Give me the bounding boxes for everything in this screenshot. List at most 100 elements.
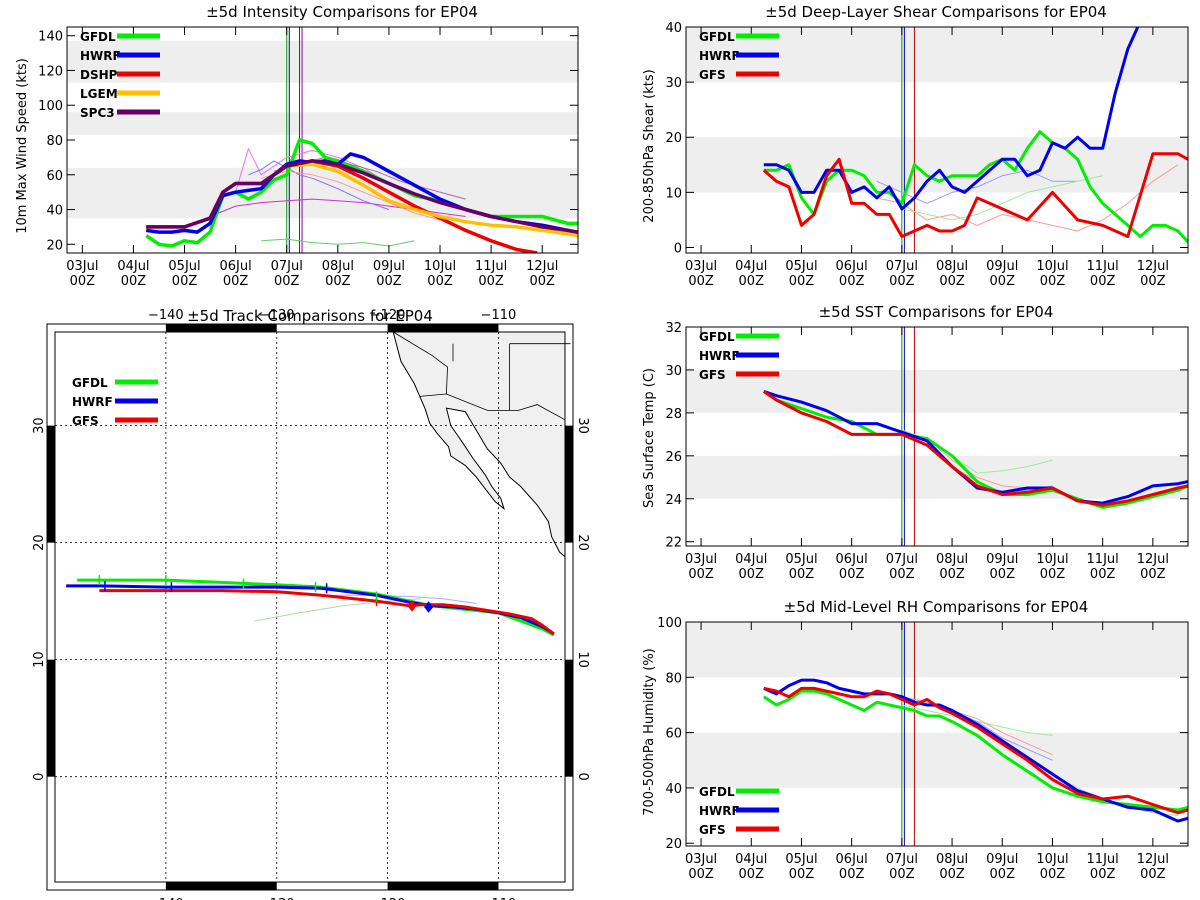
map-border-block: [565, 425, 573, 543]
rh-xtick-label: 04Jul: [735, 852, 767, 867]
sst-xtick-label: 00Z: [789, 567, 815, 582]
intensity-xtick-label: 00Z: [530, 274, 556, 289]
sst-legend-label: GFS: [699, 368, 726, 382]
sst-chart: ±5d SST Comparisons for EP04 Sea Surface…: [642, 303, 1189, 582]
shear-xtick-label: 04Jul: [735, 259, 767, 274]
rh-band: [686, 732, 1188, 788]
intensity-xtick-label: 03Jul: [66, 259, 98, 274]
map-legend-label: GFS: [72, 414, 99, 428]
map-frame: [54, 331, 566, 883]
sst-xtick-label: 00Z: [889, 567, 915, 582]
shear-series-gfs: [762, 152, 1188, 238]
rh-chart: ±5d Mid-Level RH Comparisons for EP04 70…: [642, 598, 1189, 882]
shear-xtick-label: 12Jul: [1137, 259, 1169, 274]
intensity-xtick-label: 00Z: [427, 274, 453, 289]
intensity-xtick-label: 00Z: [274, 274, 300, 289]
intensity-legend-label: GFDL: [80, 30, 116, 44]
rh-xtick-label: 00Z: [1140, 867, 1166, 882]
sst-xtick-label: 03Jul: [685, 552, 717, 567]
shear-xtick-label: 10Jul: [1036, 259, 1068, 274]
sst-ytick-label: 28: [665, 407, 682, 422]
sst-xtick-label: 00Z: [939, 567, 965, 582]
map-lat-label-left: 20: [32, 534, 47, 551]
shear-xtick-label: 07Jul: [886, 259, 918, 274]
intensity-ytick-label: 120: [38, 64, 63, 79]
map-storm-position: [407, 600, 417, 612]
sst-legend-label: GFDL: [699, 330, 735, 344]
map-border-block: [47, 425, 55, 543]
rh-xtick-label: 10Jul: [1036, 852, 1068, 867]
sst-title: ±5d SST Comparisons for EP04: [819, 303, 1054, 321]
sst-band: [686, 369, 1188, 413]
rh-series-gfdl: [762, 689, 1188, 812]
sst-ytick-label: 24: [665, 493, 682, 508]
rh-legend-label: GFDL: [699, 785, 735, 799]
rh-ylabel: 700-500hPa Humidity (%): [642, 648, 657, 815]
sst-ytick-label: 26: [665, 450, 682, 465]
shear-xtick-label: 08Jul: [936, 259, 968, 274]
sst-ytick-label: 22: [665, 536, 682, 551]
intensity-xtick-label: 00Z: [325, 274, 351, 289]
sst-xtick-label: 00Z: [1040, 567, 1066, 582]
shear-legend-label: GFS: [699, 68, 726, 82]
intensity-band: [67, 167, 578, 219]
map-land-mexico: [392, 331, 566, 558]
shear-xtick-label: 06Jul: [836, 259, 868, 274]
map-land-border: [419, 393, 566, 421]
rh-xtick-label: 00Z: [739, 867, 765, 882]
intensity-series-ens5: [261, 170, 441, 221]
sst-xtick-label: 00Z: [739, 567, 765, 582]
map-lat-label-left: 10: [32, 651, 47, 668]
map-lon-label-top: −130: [259, 308, 295, 323]
intensity-xtick-label: 00Z: [70, 274, 96, 289]
map-border-block: [47, 659, 55, 777]
map-lon-label-bottom: −130: [259, 897, 295, 900]
rh-ytick-label: 100: [657, 616, 682, 631]
shear-title: ±5d Deep-Layer Shear Comparisons for EP0…: [765, 3, 1107, 21]
sst-xtick-label: 08Jul: [936, 552, 968, 567]
intensity-ylabel: 10m Max Wind Speed (kts): [15, 58, 30, 234]
map-lon-label-top: −110: [481, 308, 517, 323]
shear-xtick-label: 00Z: [1140, 274, 1166, 289]
sst-xtick-label: 06Jul: [836, 552, 868, 567]
shear-ylabel: 200-850hPa Shear (kts): [642, 69, 657, 222]
map-land-border: [392, 331, 448, 395]
rh-xtick-label: 00Z: [939, 867, 965, 882]
intensity-series-ens1: [235, 148, 390, 193]
shear-xtick-label: 00Z: [789, 274, 815, 289]
intensity-ytick-label: 100: [38, 99, 63, 114]
rh-frame: [685, 621, 1189, 847]
sst-xtick-label: 11Jul: [1087, 552, 1119, 567]
shear-legend-label: GFDL: [699, 30, 735, 44]
map-lon-label-bottom: −140: [148, 897, 184, 900]
shear-xtick-label: 00Z: [739, 274, 765, 289]
rh-xtick-label: 00Z: [1090, 867, 1116, 882]
rh-legend-label: GFS: [699, 823, 726, 837]
intensity-xtick-label: 07Jul: [271, 259, 303, 274]
intensity-xtick-label: 00Z: [478, 274, 504, 289]
sst-frame: [685, 326, 1189, 547]
intensity-xtick-label: 00Z: [121, 274, 147, 289]
sst-legend-label: HWRF: [699, 349, 740, 363]
map-legend-label: GFDL: [72, 376, 108, 390]
sst-xtick-label: 09Jul: [986, 552, 1018, 567]
intensity-xtick-label: 11Jul: [475, 259, 507, 274]
shear-xtick-label: 00Z: [688, 274, 714, 289]
shear-frame: [685, 26, 1189, 254]
map-track-ens2: [321, 594, 477, 604]
intensity-series-ens3: [248, 160, 390, 210]
sst-ytick-label: 32: [665, 321, 682, 336]
map-lon-label-top: −140: [148, 308, 184, 323]
rh-ytick-label: 60: [665, 727, 682, 742]
map-lat-label-right: 30: [575, 417, 590, 434]
intensity-xtick-label: 00Z: [223, 274, 249, 289]
intensity-ytick-label: 140: [38, 30, 63, 45]
intensity-ytick-label: 60: [46, 169, 63, 184]
intensity-xtick-label: 00Z: [376, 274, 402, 289]
map-border-block: [165, 324, 277, 332]
sst-ytick-label: 30: [665, 364, 682, 379]
map-lat-label-left: 30: [32, 417, 47, 434]
map-lon-label-bottom: −120: [370, 897, 406, 900]
rh-ytick-label: 80: [665, 671, 682, 686]
